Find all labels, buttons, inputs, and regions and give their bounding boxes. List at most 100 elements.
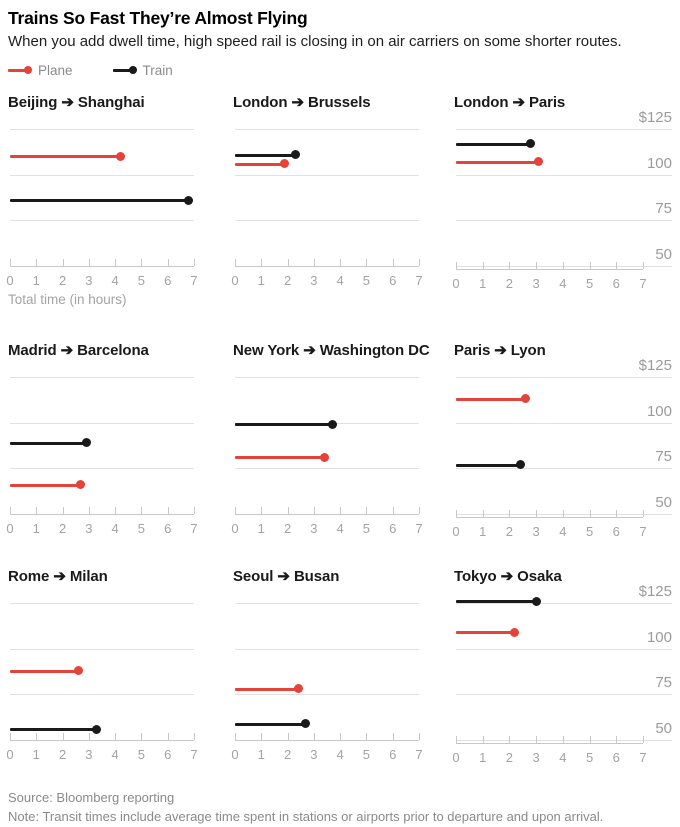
route-title: Tokyo ➔ Osaka xyxy=(454,568,562,585)
axis-tick xyxy=(456,736,457,743)
train-dot xyxy=(290,150,300,160)
gridline xyxy=(456,648,672,650)
axis-tick-label: 6 xyxy=(612,750,620,765)
plot-area: 0 1 2 3 4 5 6 7 Total time (in hours) xyxy=(6,129,198,311)
train-line xyxy=(235,153,296,157)
axis-tick-label: 1 xyxy=(32,273,40,288)
price-axis-label: $125 xyxy=(638,583,672,600)
axis-tick xyxy=(115,259,117,266)
axis-tick-label: 7 xyxy=(639,276,647,291)
axis-tick xyxy=(482,262,484,269)
price-axis-label: 75 xyxy=(655,200,672,218)
plane-dot xyxy=(76,480,86,490)
axis-tick-label: 0 xyxy=(6,747,14,762)
route-title: Rome ➔ Milan xyxy=(8,568,108,585)
axis-tick xyxy=(10,259,11,266)
axis-tick xyxy=(536,510,538,517)
axis-tick-label: 2 xyxy=(58,273,67,288)
train-line-icon xyxy=(112,66,137,74)
gridline xyxy=(235,377,419,378)
plot-area: 0 1 2 3 4 5 6 7 xyxy=(231,129,423,289)
price-axis-label: 100 xyxy=(646,402,672,420)
axis-tick xyxy=(509,736,511,743)
axis-tick xyxy=(366,507,368,514)
axis-tick-label: 4 xyxy=(559,276,567,291)
legend-label-plane: Plane xyxy=(38,62,73,78)
axis-tick-label: 2 xyxy=(283,273,292,288)
axis-tick xyxy=(509,510,511,517)
axis-tick-label: 5 xyxy=(585,750,594,765)
route-panel: Madrid ➔ Barcelona 0 1 2 3 4 5 6 7 xyxy=(6,341,233,537)
route-panel: Tokyo ➔ Osaka $125 100 75 50 0 1 2 3 4 5 6 7 xyxy=(452,567,672,765)
axis-tick xyxy=(167,733,169,740)
axis-tick-label: 6 xyxy=(612,276,620,291)
axis-tick xyxy=(36,507,38,514)
route-title: Madrid ➔ Barcelona xyxy=(8,342,149,359)
axis-tick-label: 6 xyxy=(612,524,620,539)
plot-area: $125 100 75 50 0 1 2 3 4 5 6 7 xyxy=(452,109,672,291)
plane-dot xyxy=(280,159,290,169)
axis-tick xyxy=(616,736,618,743)
price-axis-label: 100 xyxy=(646,628,672,646)
axis-tick xyxy=(562,262,564,269)
axis-tick-label: 1 xyxy=(257,747,265,762)
gridline xyxy=(10,377,194,378)
axis-tick-label: 7 xyxy=(415,521,423,536)
plot-area: $125 100 75 50 0 1 2 3 4 5 6 7 xyxy=(452,357,672,539)
train-line xyxy=(235,423,333,427)
axis-tick xyxy=(482,736,484,743)
x-axis xyxy=(456,743,643,744)
axis-tick xyxy=(536,736,538,743)
axis-tick-label: 5 xyxy=(585,524,594,539)
axis-tick-label: 0 xyxy=(231,273,239,288)
train-dot xyxy=(526,139,536,149)
gridline xyxy=(456,220,672,222)
axis-tick xyxy=(589,736,591,743)
axis-tick xyxy=(419,733,420,740)
axis-tick xyxy=(456,510,457,517)
train-dot xyxy=(184,195,194,205)
axis-tick xyxy=(287,259,289,266)
axis-tick-label: 6 xyxy=(164,747,172,762)
axis-tick xyxy=(141,259,143,266)
route-panel: Seoul ➔ Busan 0 1 2 3 4 5 6 7 xyxy=(231,567,454,763)
axis-tick-label: 2 xyxy=(283,521,292,536)
plot-area: 0 1 2 3 4 5 6 7 xyxy=(231,377,423,537)
gridline xyxy=(235,603,419,604)
axis-tick-label: 0 xyxy=(6,273,14,288)
axis-tick xyxy=(366,259,368,266)
axis-tick xyxy=(616,262,618,269)
gridline xyxy=(235,129,419,130)
gridline xyxy=(10,603,194,604)
gridline xyxy=(456,377,672,378)
axis-tick xyxy=(235,507,236,514)
plane-line xyxy=(235,687,299,691)
axis-tick xyxy=(643,510,644,517)
train-dot xyxy=(81,438,91,448)
gridline xyxy=(456,422,672,424)
axis-tick-label: 0 xyxy=(231,521,239,536)
train-dot xyxy=(327,419,337,429)
axis-tick xyxy=(261,507,263,514)
train-dot xyxy=(531,596,541,606)
route-panel: Rome ➔ Milan 0 1 2 3 4 5 6 7 xyxy=(6,567,233,763)
x-axis xyxy=(235,740,419,741)
axis-tick xyxy=(419,507,420,514)
axis-tick-label: 5 xyxy=(585,276,594,291)
gridline xyxy=(456,514,672,515)
plane-line xyxy=(10,483,81,487)
axis-tick xyxy=(643,262,644,269)
axis-tick xyxy=(62,259,64,266)
axis-tick-label: 3 xyxy=(310,521,318,536)
axis-tick xyxy=(10,507,11,514)
plane-line xyxy=(235,456,325,460)
axis-tick-label: 6 xyxy=(389,521,397,536)
axis-tick-label: 7 xyxy=(415,747,423,762)
plane-line xyxy=(456,631,515,635)
axis-tick xyxy=(313,507,315,514)
axis-tick-label: 7 xyxy=(639,750,647,765)
axis-tick-label: 5 xyxy=(362,747,371,762)
train-line xyxy=(10,199,189,203)
chart-title: Trains So Fast They’re Almost Flying xyxy=(8,8,308,28)
